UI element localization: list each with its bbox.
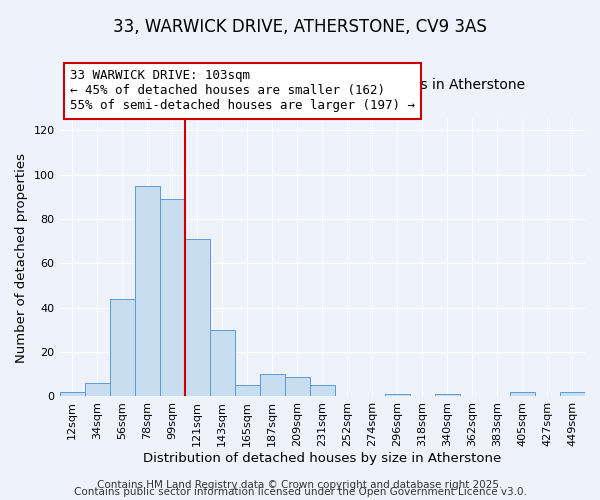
Text: 33, WARWICK DRIVE, ATHERSTONE, CV9 3AS: 33, WARWICK DRIVE, ATHERSTONE, CV9 3AS (113, 18, 487, 36)
Title: Size of property relative to detached houses in Atherstone: Size of property relative to detached ho… (119, 78, 526, 92)
Bar (160, 199, 185, 396)
Bar (85, 383, 110, 396)
Bar (235, 386, 260, 396)
Y-axis label: Number of detached properties: Number of detached properties (15, 153, 28, 363)
X-axis label: Distribution of detached houses by size in Atherstone: Distribution of detached houses by size … (143, 452, 502, 465)
Bar (560, 392, 585, 396)
Bar (285, 376, 310, 396)
Bar (385, 394, 410, 396)
Bar (310, 386, 335, 396)
Text: 33 WARWICK DRIVE: 103sqm
← 45% of detached houses are smaller (162)
55% of semi-: 33 WARWICK DRIVE: 103sqm ← 45% of detach… (70, 70, 415, 112)
Text: Contains HM Land Registry data © Crown copyright and database right 2025.: Contains HM Land Registry data © Crown c… (97, 480, 503, 490)
Bar (110, 299, 134, 396)
Bar (134, 186, 160, 396)
Bar (510, 392, 535, 396)
Text: Contains public sector information licensed under the Open Government Licence v3: Contains public sector information licen… (74, 487, 526, 497)
Bar (260, 374, 285, 396)
Bar (59, 392, 85, 396)
Bar (185, 239, 209, 396)
Bar (435, 394, 460, 396)
Bar (209, 330, 235, 396)
